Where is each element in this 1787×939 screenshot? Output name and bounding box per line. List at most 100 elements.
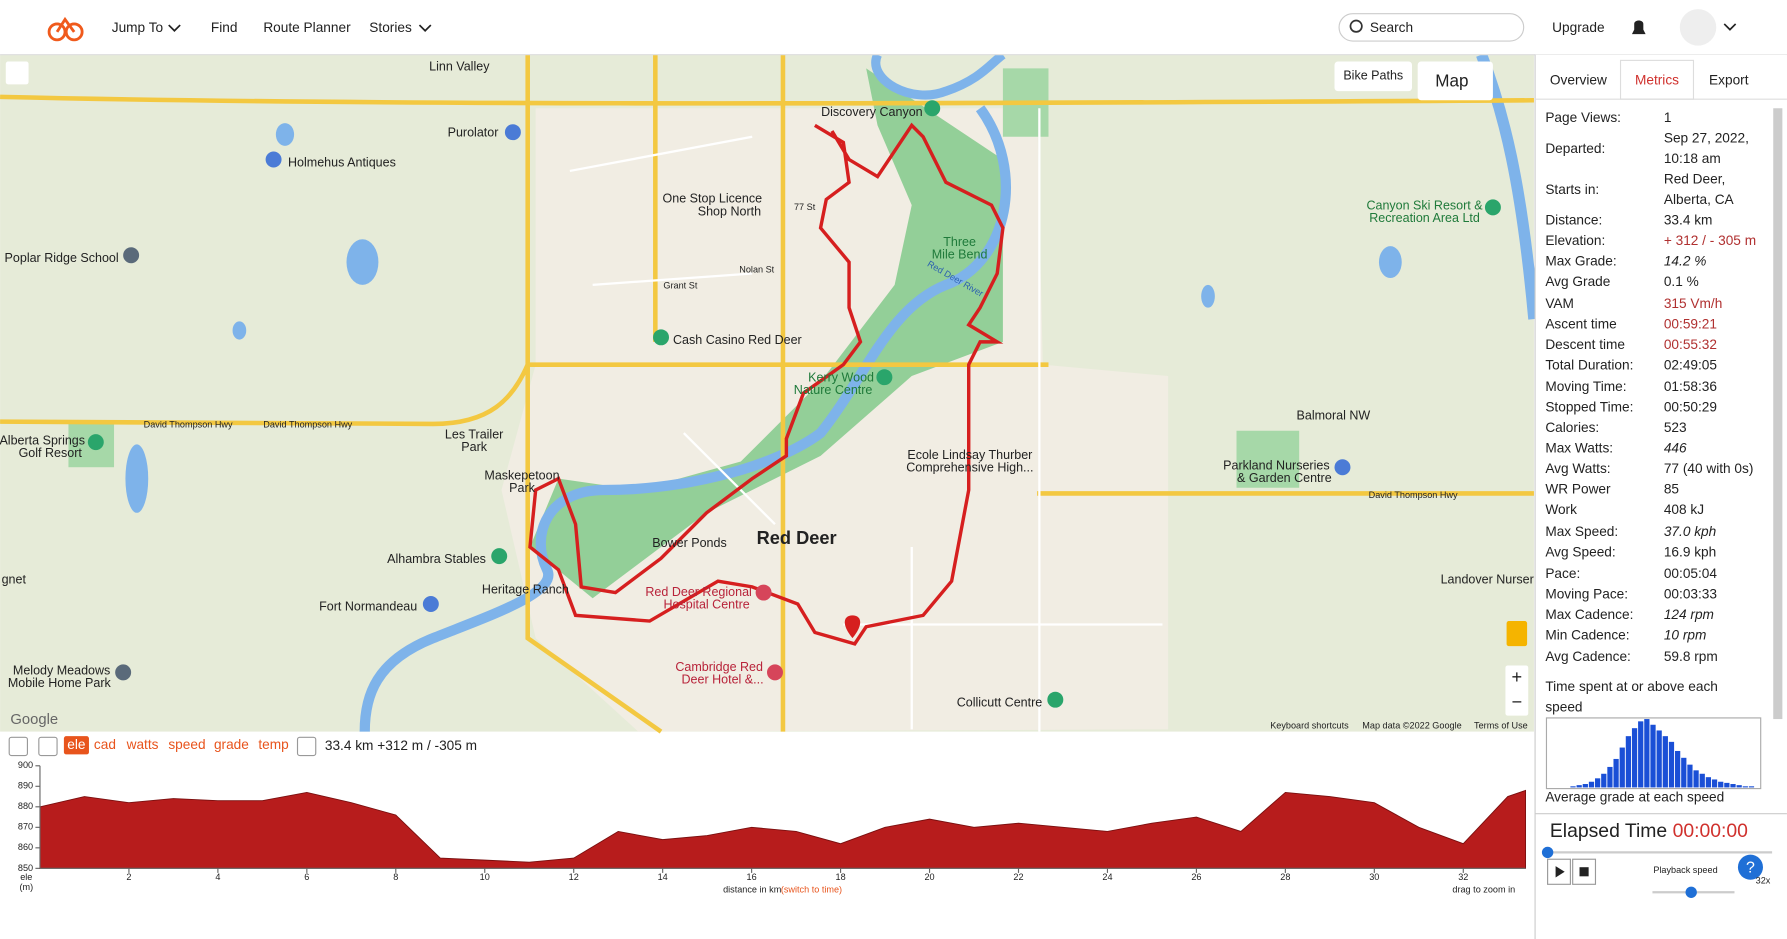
metric-button[interactable]: temp xyxy=(258,737,289,752)
x-tick-label: 14 xyxy=(658,872,668,882)
speed-thumb[interactable] xyxy=(1685,886,1697,898)
map-label: Deer Hotel &... xyxy=(682,673,764,687)
route xyxy=(528,122,1005,646)
metric-value: 10 rpm xyxy=(1664,627,1707,642)
y-tick-label: 900 xyxy=(18,760,33,770)
histogram-bar xyxy=(1718,781,1724,788)
metrics-panel: ? Overview Metrics Export Page Views: 1 Depar… xyxy=(1534,54,1787,939)
map-label: Mobile Home Park xyxy=(8,676,112,690)
metric-button[interactable]: grade xyxy=(214,737,249,752)
x-tick-label: 22 xyxy=(1013,872,1023,882)
y-axis-label: ele xyxy=(20,872,32,882)
scrollbar[interactable] xyxy=(1773,108,1783,720)
fullscreen-button[interactable] xyxy=(5,61,29,85)
metric-label: Page Views: xyxy=(1545,110,1621,125)
map-attribution: Keyboard shortcuts xyxy=(1270,720,1349,730)
map-label: Alberta Springs xyxy=(0,433,85,447)
histogram-bar xyxy=(1681,757,1687,788)
bike-paths-label[interactable]: Bike Paths xyxy=(1343,69,1403,83)
tab[interactable]: Overview xyxy=(1550,73,1607,88)
elevation-summary: 33.4 km +312 m / -305 m xyxy=(325,738,477,753)
metric-value: Red Deer, xyxy=(1664,172,1726,187)
metric-value: 16.9 kph xyxy=(1664,544,1716,559)
map-label: Mile Bend xyxy=(932,248,988,262)
x-tick-label: 32 xyxy=(1458,872,1468,882)
nav-item[interactable]: Route Planner xyxy=(263,20,351,35)
map-type-label[interactable]: Map xyxy=(1435,72,1468,91)
x-tick-label: 6 xyxy=(304,872,309,882)
x-tick-label: 24 xyxy=(1102,872,1112,882)
map-label: Balmoral NW xyxy=(1297,408,1371,422)
search-box[interactable] xyxy=(1338,13,1525,42)
metric-label: Max Grade: xyxy=(1545,254,1616,269)
histogram-bar xyxy=(1650,724,1656,788)
metric-button[interactable]: cad xyxy=(94,737,116,752)
map-attribution: Terms of Use xyxy=(1474,720,1528,730)
street-view[interactable] xyxy=(1506,621,1528,647)
search-placeholder[interactable]: Search xyxy=(1370,20,1413,35)
metric-button[interactable]: watts xyxy=(126,737,159,752)
metric-button-active[interactable] xyxy=(63,736,89,755)
metric-button[interactable]: ele xyxy=(67,737,85,752)
nav-item[interactable]: Jump To xyxy=(112,20,164,35)
zoom-hint: drag to zoom in xyxy=(1452,884,1515,894)
zoom-out[interactable]: − xyxy=(1512,691,1523,712)
collapse-button[interactable] xyxy=(8,736,29,757)
logo[interactable] xyxy=(47,16,84,42)
x-tick-label: 16 xyxy=(747,872,757,882)
tab[interactable]: Export xyxy=(1709,73,1749,88)
map[interactable]: Bike Paths Map + − Linn Valley Purolator H… xyxy=(0,50,1540,734)
histogram-bar xyxy=(1742,786,1748,788)
map-label: Discovery Canyon xyxy=(821,105,923,119)
histogram-bar xyxy=(1644,719,1650,788)
tab[interactable]: Metrics xyxy=(1635,73,1679,88)
map-label: Collicutt Centre xyxy=(957,695,1043,709)
metric-value: 00:59:21 xyxy=(1664,316,1717,331)
route-marker xyxy=(844,615,861,639)
map-label: Shop North xyxy=(698,204,761,218)
metric-value: 37.0 kph xyxy=(1664,524,1716,539)
bike-paths-button[interactable] xyxy=(1334,61,1413,92)
zoom-in[interactable]: + xyxy=(1512,666,1523,687)
metric-value: 59.8 rpm xyxy=(1664,649,1718,664)
metric-label: Stopped Time: xyxy=(1545,400,1633,415)
metric-label: WR Power xyxy=(1545,482,1611,497)
elapsed-time: Elapsed Time 00:00:00 xyxy=(1550,820,1748,842)
zoom-control[interactable] xyxy=(1505,665,1529,716)
zoom-button[interactable] xyxy=(296,736,317,757)
metric-label: Descent time xyxy=(1545,337,1625,352)
histogram-bar xyxy=(1662,736,1668,788)
upgrade-link[interactable]: Upgrade xyxy=(1552,20,1604,35)
avatar[interactable] xyxy=(1679,9,1717,46)
metric-label: Moving Time: xyxy=(1545,379,1626,394)
nav-item[interactable]: Stories xyxy=(369,20,412,35)
menu-button[interactable] xyxy=(38,736,58,757)
histogram-bar xyxy=(1693,770,1699,788)
map-label: Cash Casino Red Deer xyxy=(673,333,802,347)
metric-value: 01:58:36 xyxy=(1664,379,1717,394)
map-type-button[interactable] xyxy=(1417,61,1493,101)
metric-label: Avg Watts: xyxy=(1545,461,1610,476)
y-tick-label: 860 xyxy=(18,842,33,852)
metric-label: Total Duration: xyxy=(1545,357,1633,372)
histogram-bar xyxy=(1748,786,1755,788)
help-icon[interactable]: ? xyxy=(1746,860,1755,877)
grade-title: Average grade at each speed xyxy=(1545,789,1724,804)
histogram-bar xyxy=(1588,781,1595,788)
timeline-thumb[interactable] xyxy=(1541,846,1554,859)
metric-value: 02:49:05 xyxy=(1664,357,1718,372)
map-label: Recreation Area Ltd xyxy=(1369,211,1480,225)
metric-value: 408 kJ xyxy=(1664,502,1704,517)
notifications[interactable] xyxy=(1631,20,1646,35)
map-label: Fort Normandeau xyxy=(319,600,417,614)
header: Jump To Find Route Planner Stories Searc… xyxy=(0,0,1787,56)
nav-item[interactable]: Find xyxy=(211,20,238,35)
metric-value: + 312 / - 305 m xyxy=(1664,233,1756,248)
map-label: 77 St xyxy=(794,202,816,212)
metric-button[interactable]: speed xyxy=(168,737,205,752)
map-label: Canyon Ski Resort & xyxy=(1366,199,1483,213)
histogram-bar xyxy=(1607,766,1613,788)
help-button[interactable] xyxy=(1737,854,1763,880)
switch-link[interactable]: (switch to time) xyxy=(781,884,842,894)
map-label: Melody Meadows xyxy=(13,664,110,678)
